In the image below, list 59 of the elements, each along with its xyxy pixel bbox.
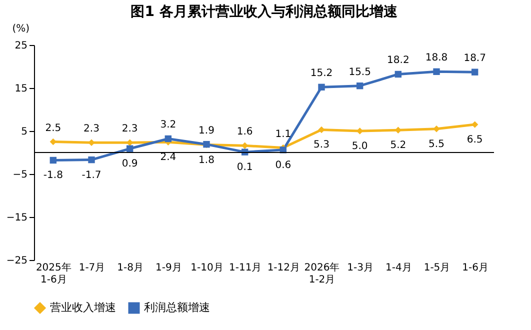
data-label: 18.8	[425, 52, 448, 64]
y-tick-label: −25	[6, 256, 28, 266]
data-label: 0.1	[236, 162, 253, 174]
data-label: 15.2	[310, 68, 333, 80]
data-label: 18.2	[387, 55, 410, 66]
data-label: 5.2	[390, 140, 406, 152]
data-label: 5.3	[314, 140, 330, 151]
data-label: 3.2	[160, 120, 176, 131]
point	[356, 82, 364, 90]
x-tick-label: 1-9月	[155, 262, 182, 274]
point	[471, 121, 478, 128]
point	[126, 145, 134, 152]
data-label: 1.8	[198, 154, 214, 166]
data-label: -1.8	[43, 170, 63, 182]
x-tick-label: 1-7月	[78, 262, 106, 274]
y-tick-label: 5	[21, 126, 28, 138]
x-tick-label: 1-10月	[190, 262, 224, 274]
point	[88, 156, 95, 164]
data-label: 15.5	[348, 66, 371, 78]
legend-label: 营业收入增速	[50, 301, 116, 314]
chart-title: 图1 各月累计营业收入与利润总额同比增速	[130, 3, 398, 20]
data-label: 2.4	[160, 152, 176, 164]
point	[318, 84, 325, 90]
x-tick-label: 1-12月	[267, 262, 300, 274]
x-tick-label: 1-4月	[385, 262, 412, 274]
x-tick-label: 1-5月	[424, 262, 450, 274]
point	[318, 126, 325, 134]
x-tick-label: 1-11月	[228, 262, 262, 274]
data-label: 1.6	[236, 126, 253, 138]
data-label: 1.1	[275, 128, 292, 140]
y-tick-label: 25	[14, 40, 28, 52]
point	[50, 156, 57, 164]
data-label: 5.0	[352, 141, 368, 152]
point	[433, 68, 440, 76]
data-label: 2.3	[122, 124, 138, 135]
point	[394, 70, 402, 78]
x-tick-label: 2026年 1-2月	[304, 262, 340, 286]
x-tick-label: 1-6月	[462, 262, 489, 274]
data-label: 1.9	[198, 125, 214, 136]
point	[164, 135, 172, 142]
y-axis-title: (%)	[12, 24, 30, 34]
point	[433, 125, 440, 132]
y-tick-label: −15	[6, 212, 28, 224]
data-label: 0.9	[122, 158, 138, 170]
data-label: 2.5	[45, 122, 62, 134]
x-tick-label: 2025年 1-6月	[36, 262, 72, 286]
data-label: 5.5	[428, 138, 444, 150]
legend-label: 利润总额增速	[144, 301, 210, 314]
data-label: 6.5	[466, 134, 483, 146]
point	[88, 139, 95, 146]
x-tick-label: 1-3月	[347, 262, 374, 274]
data-label: -1.7	[82, 170, 102, 181]
point	[471, 68, 478, 76]
data-label: 18.7	[464, 53, 486, 64]
data-label: 2.3	[84, 124, 100, 135]
y-tick-label: −5	[12, 170, 28, 180]
x-tick-label: 1-8月	[117, 262, 144, 274]
y-tick-label: 15	[14, 84, 28, 94]
data-label: 0.6	[275, 160, 292, 171]
